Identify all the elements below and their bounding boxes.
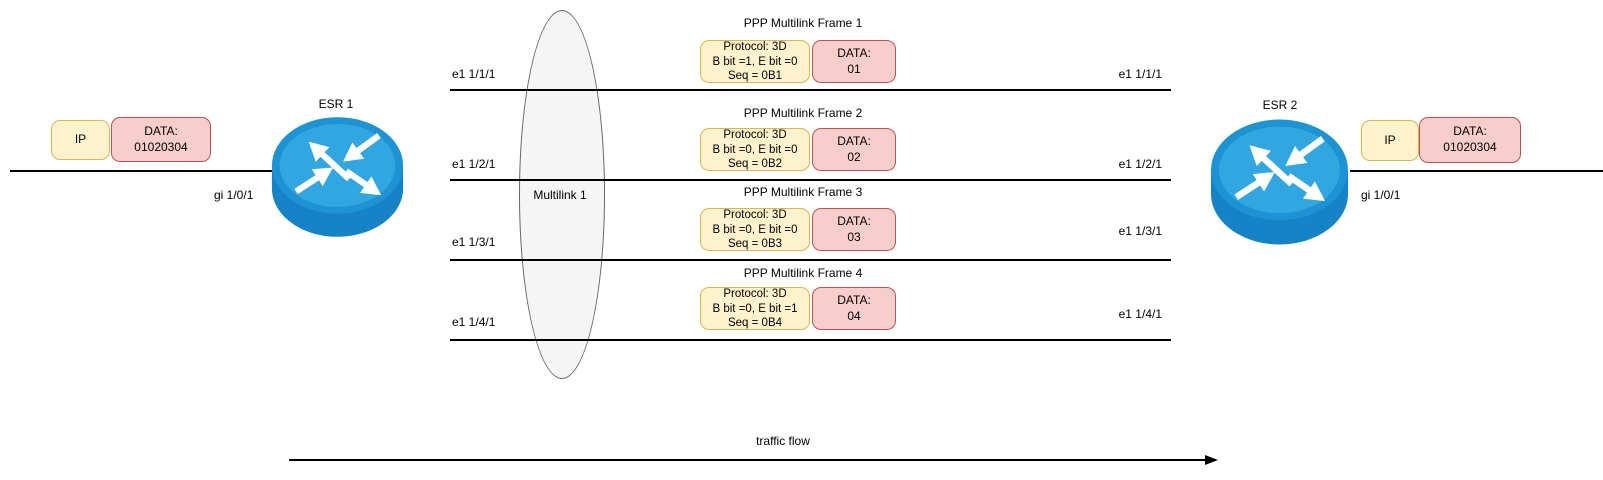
frame-3-data-value: 03 <box>847 229 861 244</box>
frame-1-protocol: Protocol: 3D <box>723 41 787 54</box>
frame-2-data-label: DATA: <box>837 133 871 148</box>
left-port-label-3: e1 1/3/1 <box>452 235 496 249</box>
frame-4-title: PPP Multilink Frame 4 <box>743 266 863 280</box>
frame-1-header-box: Protocol: 3D B bit =1, E bit =0 Seq = 0B… <box>700 40 810 83</box>
frame-3-header-box: Protocol: 3D B bit =0, E bit =0 Seq = 0B… <box>700 208 810 251</box>
frame-2-data-value: 02 <box>847 149 861 164</box>
frame-3-protocol: Protocol: 3D <box>723 209 787 222</box>
right-port-label-1: e1 1/1/1 <box>1118 67 1162 81</box>
left-interface-label: gi 1/0/1 <box>214 188 254 202</box>
frame-2-protocol: Protocol: 3D <box>723 129 787 142</box>
frame-3-bits: B bit =0, E bit =0 <box>712 223 798 236</box>
left-ip-data-box: DATA: 01020304 <box>111 117 211 162</box>
frame-4-header-box: Protocol: 3D B bit =0, E bit =1 Seq = 0B… <box>700 287 810 330</box>
right-ip-data-label: DATA: <box>1453 124 1487 139</box>
frame-3-data-box: DATA: 03 <box>812 208 896 251</box>
left-ip-header-box: IP <box>51 120 110 160</box>
traffic-flow-arrowhead <box>1205 454 1218 465</box>
right-ip-data-value: 01020304 <box>1443 140 1497 154</box>
frame-1-title: PPP Multilink Frame 1 <box>743 16 863 30</box>
frame-4-protocol: Protocol: 3D <box>723 288 787 301</box>
frame-1-data-value: 01 <box>847 61 861 76</box>
right-ip-header-box: IP <box>1361 120 1419 161</box>
link-line-1 <box>450 89 1171 91</box>
traffic-flow-arrow <box>289 459 1207 461</box>
frame-2-data-box: DATA: 02 <box>812 128 896 171</box>
left-port-label-2: e1 1/2/1 <box>452 157 496 171</box>
left-ip-data-value: 01020304 <box>134 139 188 154</box>
traffic-flow-label: traffic flow <box>756 434 810 448</box>
frame-3-title: PPP Multilink Frame 3 <box>743 185 863 199</box>
link-line-2 <box>450 179 1171 181</box>
frame-4-bits: B bit =0, E bit =1 <box>712 302 798 315</box>
multilink-label: Multilink 1 <box>533 188 587 202</box>
left-ip-data-label: DATA: <box>144 123 178 138</box>
frame-2-header-box: Protocol: 3D B bit =0, E bit =0 Seq = 0B… <box>700 128 810 171</box>
link-line-4 <box>450 339 1171 341</box>
left-ip-header-label: IP <box>74 132 87 147</box>
frame-3-data-label: DATA: <box>837 213 871 228</box>
esr1-label: ESR 1 <box>318 97 354 111</box>
router-icon-esr1 <box>271 117 404 237</box>
right-port-label-2: e1 1/2/1 <box>1118 157 1162 171</box>
frame-2-seq: Seq = 0B2 <box>727 157 783 170</box>
esr2-label: ESR 2 <box>1262 98 1298 112</box>
multilink-bundle-ellipse <box>519 10 605 379</box>
frame-4-data-label: DATA: <box>837 292 871 307</box>
frame-3-seq: Seq = 0B3 <box>727 237 783 250</box>
frame-1-data-box: DATA: 01 <box>812 40 896 83</box>
left-access-line <box>10 170 273 172</box>
frame-4-seq: Seq = 0B4 <box>727 316 783 329</box>
right-port-label-4: e1 1/4/1 <box>1118 307 1162 321</box>
frame-4-data-box: DATA: 04 <box>812 287 896 330</box>
right-interface-label: gi 1/0/1 <box>1361 188 1401 202</box>
right-access-line <box>1350 170 1603 172</box>
frame-4-data-value: 04 <box>847 308 861 323</box>
frame-2-title: PPP Multilink Frame 2 <box>743 106 863 120</box>
router-icon-esr2 <box>1211 119 1348 245</box>
left-port-label-4: e1 1/4/1 <box>452 315 496 329</box>
frame-1-data-label: DATA: <box>837 45 871 60</box>
right-ip-data-box: DATA: 01020304 <box>1419 117 1521 163</box>
right-ip-header-label: IP <box>1384 132 1396 147</box>
frame-1-seq: Seq = 0B1 <box>727 69 783 82</box>
left-port-label-1: e1 1/1/1 <box>452 67 496 81</box>
link-line-3 <box>450 259 1171 261</box>
right-port-label-3: e1 1/3/1 <box>1118 224 1162 238</box>
frame-2-bits: B bit =0, E bit =0 <box>712 143 798 156</box>
frame-1-bits: B bit =1, E bit =0 <box>712 55 798 68</box>
